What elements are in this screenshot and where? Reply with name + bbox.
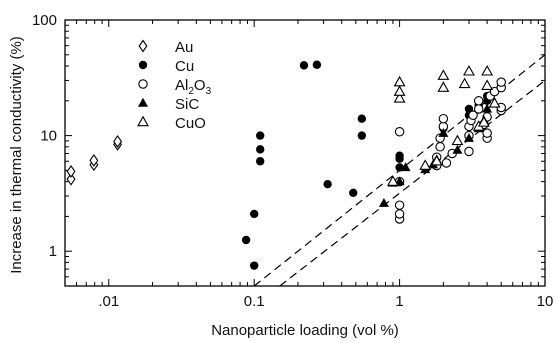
data-point <box>458 77 471 89</box>
x-tick-label: 10 <box>537 293 554 310</box>
data-point <box>438 127 449 137</box>
data-point <box>482 128 492 138</box>
data-point <box>256 145 265 154</box>
x-tick-label: .01 <box>98 293 119 310</box>
data-point <box>357 131 367 140</box>
data-point <box>393 85 406 96</box>
legend-marker <box>137 115 149 127</box>
data-point <box>473 104 484 114</box>
data-point <box>249 261 259 270</box>
data-point <box>452 144 463 154</box>
data-point <box>394 200 405 210</box>
data-point <box>241 235 251 245</box>
legend-marker <box>138 79 148 89</box>
y-tick-label: 1 <box>49 243 57 260</box>
data-point <box>256 157 265 166</box>
legend-marker <box>138 39 148 53</box>
data-point <box>66 172 76 186</box>
data-point <box>249 209 259 219</box>
legend-marker <box>138 60 148 70</box>
legend-entry-label: CuO <box>175 115 206 132</box>
data-point <box>393 75 406 87</box>
y-tick-label: 10 <box>40 128 57 145</box>
axis-ticks <box>64 19 546 287</box>
data-point <box>451 134 464 146</box>
data-point <box>488 97 501 108</box>
x-tick-label: 0.1 <box>244 293 265 310</box>
data-point <box>349 188 358 198</box>
data-point <box>437 81 450 92</box>
data-point <box>482 103 493 113</box>
x-axis-label: Nanoparticle loading (vol %) <box>211 322 399 339</box>
plot-frame <box>64 19 546 287</box>
data-point <box>393 92 406 103</box>
data-point <box>477 116 490 127</box>
data-point <box>323 179 332 189</box>
data-point <box>113 134 123 148</box>
data-point <box>419 159 432 170</box>
data-point <box>386 175 399 186</box>
data-point <box>468 110 478 120</box>
data-point <box>481 64 494 76</box>
data-point <box>463 132 474 142</box>
legend-entry-label: SiC <box>175 96 199 113</box>
data-point <box>378 198 389 207</box>
legend-entry-label: Cu <box>175 58 194 75</box>
data-points <box>66 60 506 270</box>
y-axis-label: Increase in thermal conductivity (%) <box>8 36 25 274</box>
axis-tick-labels: .01 0.1 1 10 1 10 100 <box>32 12 553 310</box>
data-point <box>437 69 450 80</box>
data-point <box>481 79 494 90</box>
data-point <box>312 60 322 69</box>
data-point <box>430 154 443 166</box>
y-tick-label: 100 <box>32 12 57 29</box>
legend-marker <box>138 97 148 107</box>
data-point <box>66 164 76 178</box>
data-point <box>435 142 445 152</box>
data-point <box>357 114 367 123</box>
data-point <box>464 146 474 157</box>
data-point <box>394 126 405 137</box>
data-point <box>441 158 452 168</box>
data-point <box>496 77 506 87</box>
data-point <box>438 113 449 124</box>
data-point <box>473 96 484 106</box>
data-point <box>394 209 405 219</box>
legend-entry-label: Al2O3 <box>175 77 212 97</box>
data-point <box>463 64 475 76</box>
data-point <box>400 162 411 172</box>
x-tick-label: 1 <box>395 293 403 310</box>
data-point <box>395 151 404 160</box>
data-point <box>256 131 265 140</box>
data-point <box>89 153 99 167</box>
legend-entry-label: Au <box>175 39 193 56</box>
data-point <box>299 61 309 70</box>
